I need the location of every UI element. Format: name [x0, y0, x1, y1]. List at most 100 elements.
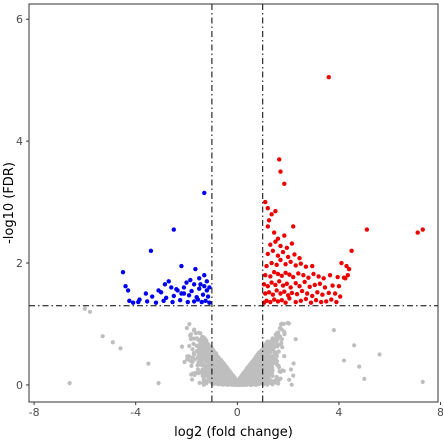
point-not-significant [217, 359, 222, 364]
point-up [296, 271, 301, 276]
point-up [337, 294, 343, 299]
point-not-significant [206, 362, 211, 367]
point-up [310, 263, 315, 269]
point-up [280, 249, 286, 255]
point-not-significant [282, 354, 287, 359]
point-not-significant [201, 382, 206, 387]
point-up [336, 283, 342, 289]
point-not-significant [82, 306, 87, 311]
point-not-significant [273, 350, 278, 355]
point-down [127, 298, 132, 304]
point-up [289, 241, 295, 246]
point-up [268, 274, 273, 279]
point-not-significant [243, 380, 248, 385]
point-down [181, 291, 187, 296]
point-up [271, 230, 277, 235]
point-up [308, 300, 314, 305]
point-up [287, 272, 292, 277]
point-not-significant [268, 350, 273, 355]
y-axis-title: -log10 (FDR) [2, 162, 17, 244]
point-up [290, 274, 296, 280]
point-down [186, 293, 192, 298]
point-not-significant [281, 368, 286, 373]
point-not-significant [217, 369, 222, 374]
point-down [123, 283, 128, 289]
point-not-significant [228, 374, 233, 379]
point-up [274, 288, 279, 293]
point-up [263, 199, 268, 205]
point-up [277, 157, 282, 162]
point-up [344, 263, 349, 269]
point-not-significant [199, 362, 205, 367]
point-up [277, 279, 282, 284]
point-not-significant [189, 363, 194, 368]
point-not-significant [182, 359, 187, 365]
point-not-significant [362, 376, 367, 381]
point-up [320, 292, 325, 297]
point-not-significant [267, 380, 272, 386]
point-up [274, 262, 279, 268]
point-not-significant [286, 321, 291, 326]
point-down [207, 285, 212, 290]
point-up [284, 281, 290, 286]
point-up [282, 181, 287, 187]
point-not-significant [269, 343, 274, 348]
point-not-significant [210, 361, 215, 366]
point-up [285, 254, 291, 260]
point-not-significant [209, 346, 214, 351]
point-down [202, 283, 207, 289]
point-up [273, 239, 278, 244]
point-not-significant [256, 375, 262, 380]
point-down [203, 298, 208, 304]
point-not-significant [221, 366, 226, 371]
point-up [346, 266, 352, 272]
point-not-significant [273, 380, 278, 385]
point-not-significant [268, 356, 274, 361]
point-up [298, 261, 304, 266]
point-not-significant [229, 382, 234, 387]
point-up [293, 299, 298, 305]
point-up [275, 299, 281, 304]
point-up [326, 74, 331, 80]
point-not-significant [197, 356, 202, 361]
point-down [161, 298, 166, 304]
y-tick-label: 4 [16, 135, 23, 148]
point-not-significant [198, 343, 203, 348]
point-up [282, 289, 287, 294]
point-not-significant [341, 358, 347, 363]
point-up [307, 284, 312, 290]
point-up [327, 273, 333, 278]
point-not-significant [273, 332, 278, 337]
point-not-significant [272, 344, 277, 349]
point-not-significant [247, 375, 253, 380]
point-down [188, 277, 193, 283]
point-down [130, 300, 136, 305]
point-up [293, 263, 298, 268]
y-tick-label: 2 [16, 257, 23, 270]
point-up [268, 242, 273, 247]
point-up [304, 291, 310, 296]
point-not-significant [185, 354, 190, 359]
point-up [289, 290, 295, 296]
point-not-significant [377, 352, 382, 357]
point-not-significant [226, 378, 231, 383]
point-down [189, 288, 194, 294]
point-up [265, 283, 270, 289]
point-up [263, 291, 268, 296]
point-not-significant [352, 343, 357, 348]
point-not-significant [200, 371, 205, 376]
point-not-significant [184, 325, 189, 331]
point-not-significant [258, 368, 263, 373]
point-not-significant [187, 343, 192, 349]
point-down [204, 279, 210, 284]
point-down [120, 269, 126, 275]
point-down [174, 287, 179, 292]
point-up [322, 285, 328, 290]
point-up [282, 233, 287, 238]
point-not-significant [202, 336, 207, 341]
point-up [317, 281, 323, 286]
point-up [283, 270, 288, 275]
point-not-significant [194, 343, 199, 348]
point-up [273, 209, 278, 214]
